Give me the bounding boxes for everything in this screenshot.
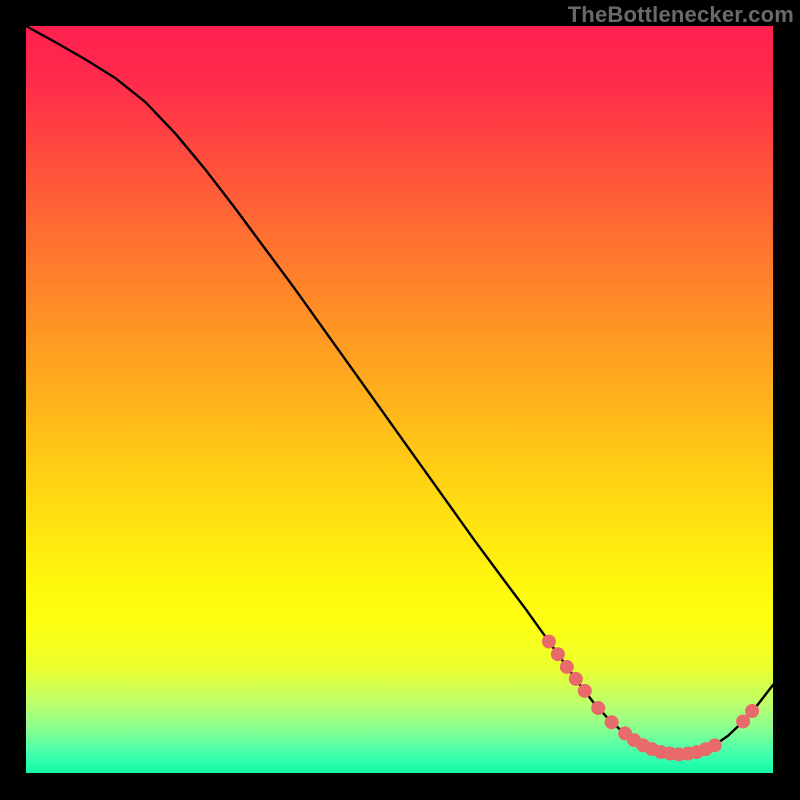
- marker-point: [569, 672, 582, 685]
- bottleneck-chart: [0, 0, 800, 800]
- marker-point: [737, 715, 750, 728]
- marker-point: [605, 716, 618, 729]
- chart-background: [26, 26, 773, 773]
- marker-point: [578, 684, 591, 697]
- watermark-text: TheBottlenecker.com: [568, 2, 794, 28]
- marker-point: [551, 648, 564, 661]
- marker-point: [560, 660, 573, 673]
- marker-point: [708, 739, 721, 752]
- marker-point: [542, 635, 555, 648]
- marker-point: [592, 702, 605, 715]
- marker-point: [746, 705, 759, 718]
